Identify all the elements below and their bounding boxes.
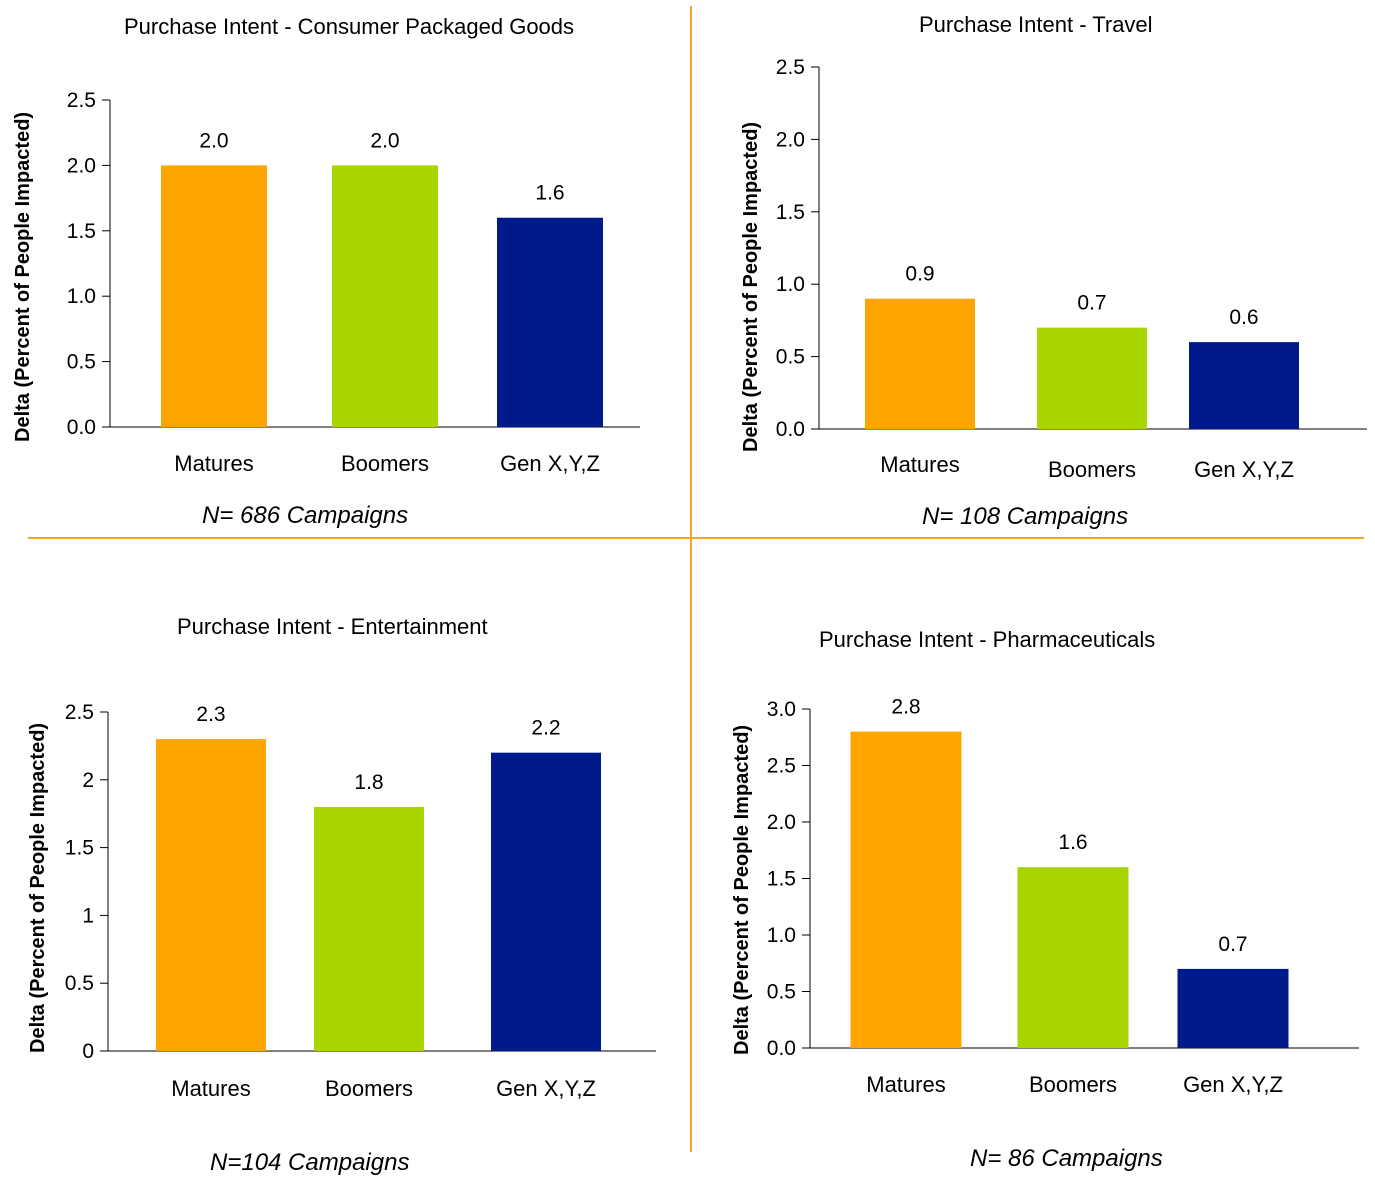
- vertical-divider: [690, 6, 692, 1152]
- campaign-count: N= 86 Campaigns: [970, 1145, 1163, 1172]
- bar-value-label: 0.7: [1218, 933, 1247, 956]
- x-category-label: Matures: [171, 1076, 250, 1101]
- bar-gen-x-y-z: [1189, 342, 1299, 429]
- bar-matures: [865, 298, 975, 429]
- bar-value-label: 2.0: [199, 129, 228, 152]
- bar-gen-x-y-z: [1177, 968, 1289, 1048]
- y-tick-label: 1: [82, 904, 94, 927]
- chart-title: Purchase Intent - Consumer Packaged Good…: [124, 14, 575, 39]
- chart-entertainment: Purchase Intent - Entertainment Delta (P…: [0, 539, 690, 1176]
- bar-boomers: [1017, 867, 1129, 1048]
- bar-value-label: 0.9: [905, 263, 934, 286]
- bar-boomers: [314, 806, 424, 1051]
- y-tick-label: 1.5: [65, 837, 94, 860]
- y-tick-label: 2.5: [776, 56, 805, 79]
- y-tick-label: 2.5: [67, 89, 96, 112]
- y-tick-label: 2.0: [67, 154, 96, 177]
- campaign-count: N= 108 Campaigns: [922, 503, 1129, 530]
- bar-value-label: 2.2: [531, 717, 560, 740]
- x-category-label: Gen X,Y,Z: [1194, 457, 1294, 482]
- campaign-count: N=104 Campaigns: [210, 1149, 410, 1176]
- y-tick-label: 0.5: [776, 346, 805, 369]
- bar-boomers: [1037, 327, 1147, 429]
- x-category-label: Matures: [866, 1072, 945, 1097]
- y-tick-label: 1.0: [67, 285, 96, 308]
- y-tick-label: 1.5: [767, 868, 796, 891]
- y-tick-label: 0.0: [767, 1037, 796, 1060]
- x-category-label: Gen X,Y,Z: [496, 1076, 596, 1101]
- bar-boomers: [332, 165, 438, 427]
- chart-title: Purchase Intent - Pharmaceuticals: [819, 627, 1156, 652]
- y-tick-label: 0.0: [67, 416, 96, 439]
- y-tick-label: 0.5: [67, 351, 96, 374]
- x-category-label: Matures: [174, 451, 253, 476]
- chart-plot: 0 0.5 1 1.5 2 2.5 2.3 Matures 1.8 Boomers 2.2 Gen X…: [65, 701, 656, 1101]
- y-tick-label: 2: [82, 769, 94, 792]
- bar-value-label: 0.6: [1229, 306, 1258, 329]
- x-category-label: Gen X,Y,Z: [1183, 1072, 1283, 1097]
- horizontal-divider: [28, 537, 1364, 539]
- bar-matures: [850, 731, 962, 1048]
- bar-value-label: 1.6: [535, 182, 564, 205]
- chart-plot: 0.0 0.5 1.0 1.5 2.0 2.5 3.0 2.8 Matures 1.6 Boomer…: [767, 696, 1359, 1097]
- x-category-label: Matures: [880, 452, 959, 477]
- chart-plot: 0.0 0.5 1.0 1.5 2.0 2.5 2.0 Matures 2.0 Boomers 1.…: [67, 89, 640, 476]
- bar-gen-x-y-z: [491, 752, 601, 1051]
- chart-plot: 0.0 0.5 1.0 1.5 2.0 2.5 0.9 Matures 0.7 Boomers 0.…: [776, 56, 1367, 482]
- x-category-label: Gen X,Y,Z: [500, 451, 600, 476]
- bar-value-label: 1.6: [1058, 831, 1087, 854]
- y-tick-label: 2.0: [767, 811, 796, 834]
- y-tick-label: 0.5: [767, 981, 796, 1004]
- bar-matures: [161, 165, 267, 427]
- bar-value-label: 2.8: [891, 696, 920, 719]
- bar-value-label: 1.8: [354, 771, 383, 794]
- chart-pharma: Purchase Intent - Pharmaceuticals Delta …: [692, 539, 1375, 1176]
- x-category-label: Boomers: [1048, 457, 1136, 482]
- y-tick-label: 2.5: [65, 701, 94, 724]
- y-tick-label: 0: [82, 1040, 94, 1063]
- y-tick-label: 1.0: [767, 924, 796, 947]
- x-category-label: Boomers: [325, 1076, 413, 1101]
- y-tick-label: 2.0: [776, 128, 805, 151]
- chart-title: Purchase Intent - Entertainment: [177, 614, 488, 639]
- campaign-count: N= 686 Campaigns: [202, 502, 409, 529]
- y-tick-label: 1.5: [67, 220, 96, 243]
- bar-gen-x-y-z: [497, 217, 603, 427]
- y-tick-label: 1.5: [776, 201, 805, 224]
- y-tick-label: 3.0: [767, 698, 796, 721]
- bar-value-label: 2.3: [196, 703, 225, 726]
- bar-matures: [156, 739, 266, 1051]
- bar-value-label: 0.7: [1077, 292, 1106, 315]
- y-tick-label: 0.0: [776, 418, 805, 441]
- chart-cpg: Purchase Intent - Consumer Packaged Good…: [0, 0, 690, 537]
- bar-value-label: 2.0: [370, 129, 399, 152]
- y-tick-label: 0.5: [65, 972, 94, 995]
- y-tick-label: 1.0: [776, 273, 805, 296]
- x-category-label: Boomers: [1029, 1072, 1117, 1097]
- x-category-label: Boomers: [341, 451, 429, 476]
- chart-title: Purchase Intent - Travel: [919, 12, 1153, 37]
- chart-travel: Purchase Intent - Travel Delta (Percent …: [692, 0, 1375, 537]
- y-tick-label: 2.5: [767, 755, 796, 778]
